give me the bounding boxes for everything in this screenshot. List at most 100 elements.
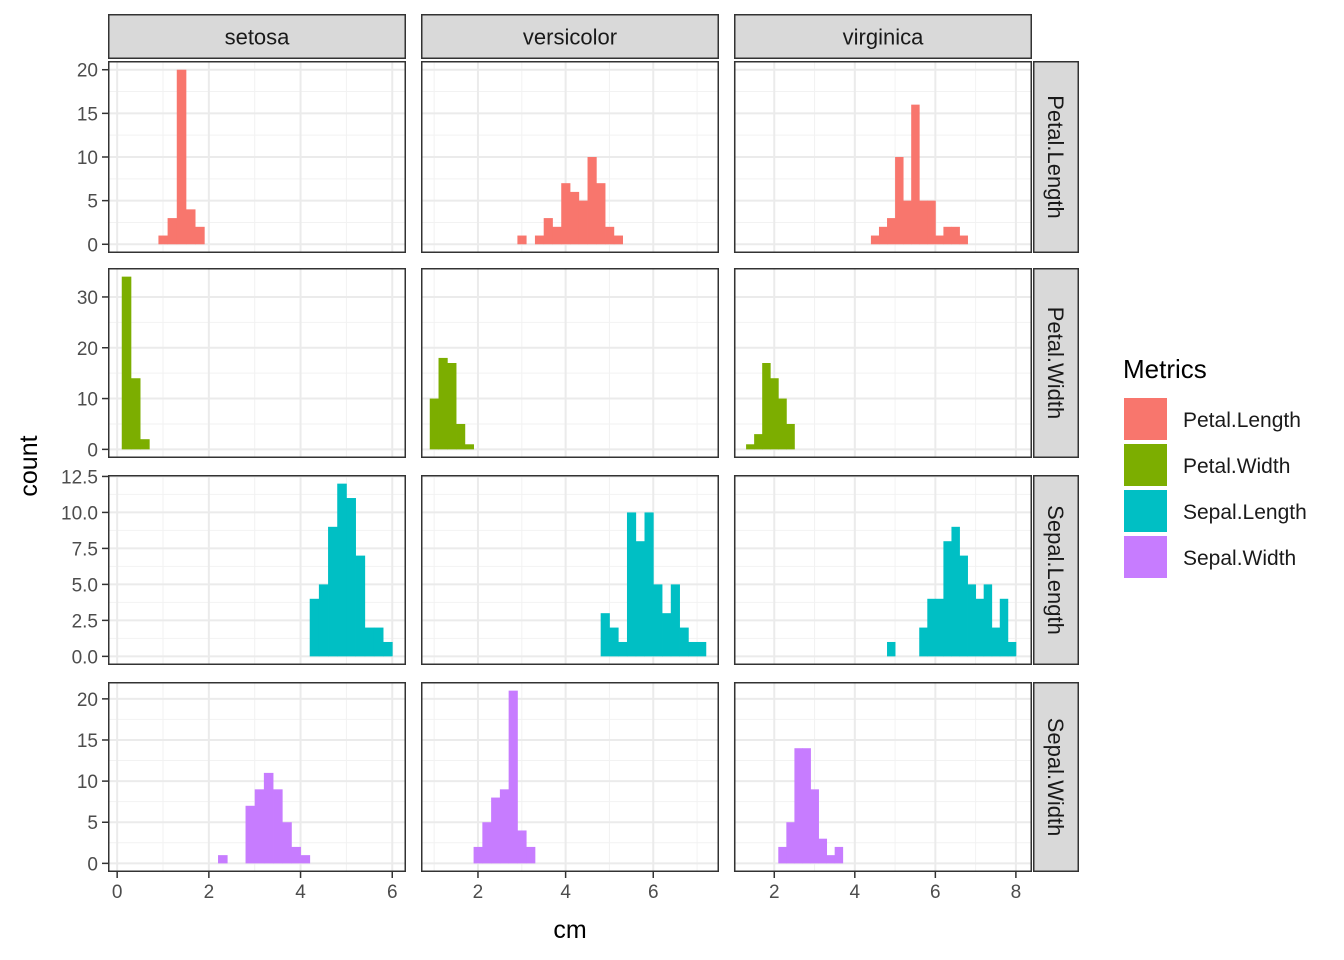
- histogram-bar: [158, 235, 168, 245]
- panel-border: [734, 475, 1032, 665]
- histogram-bar: [613, 235, 623, 245]
- legend-swatch: [1124, 536, 1167, 578]
- histogram-bar: [911, 104, 920, 245]
- histogram-bar: [328, 526, 338, 657]
- histogram-bar: [438, 357, 448, 450]
- panel-border: [421, 61, 719, 253]
- histogram-bar: [508, 690, 518, 864]
- histogram-bar: [983, 584, 993, 657]
- histogram-bar: [887, 641, 896, 657]
- y-tick-label: 0: [87, 235, 98, 256]
- histogram-bar: [662, 613, 672, 657]
- panel-petal-length-versicolor: [421, 61, 719, 253]
- y-tick-label: 5: [87, 192, 98, 213]
- histogram-bar: [626, 512, 637, 657]
- histogram-bar: [975, 598, 985, 657]
- histogram-bar: [1007, 641, 1017, 657]
- histogram-bar: [887, 218, 896, 245]
- legend-item-sepal-length: Sepal.Length: [1124, 490, 1307, 532]
- histogram-bar: [337, 483, 347, 657]
- histogram-bar: [670, 584, 680, 657]
- histogram-bar: [919, 627, 928, 657]
- legend-item-petal-width: Petal.Width: [1124, 444, 1290, 486]
- row-strip-label: Sepal.Length: [1043, 505, 1068, 635]
- histogram-bar: [263, 772, 274, 864]
- panel-sepal-length-setosa: [108, 475, 406, 665]
- legend-label: Sepal.Length: [1183, 501, 1307, 524]
- histogram-bar: [587, 157, 597, 245]
- y-tick-label: 0.0: [72, 647, 98, 668]
- x-tick-label: 6: [930, 882, 941, 903]
- histogram-bar: [605, 226, 615, 245]
- histogram-bar: [596, 183, 606, 245]
- histogram-bar: [318, 584, 329, 657]
- histogram-bar: [383, 641, 393, 657]
- histogram-bar: [373, 627, 384, 657]
- panel-sepal-width-versicolor: [421, 682, 719, 872]
- histogram-bar: [951, 526, 960, 657]
- y-tick-label: 0: [87, 440, 98, 461]
- histogram-bar: [355, 555, 366, 657]
- row-strip-petal-length: Petal.Length: [1033, 61, 1079, 253]
- histogram-bar: [834, 846, 844, 864]
- histogram-bar: [903, 200, 912, 245]
- row-strip-sepal-width: Sepal.Width: [1033, 682, 1079, 872]
- histogram-bar: [364, 627, 375, 657]
- histogram-bar: [543, 218, 553, 245]
- x-tick-label: 0: [112, 882, 123, 903]
- histogram-bar: [167, 218, 178, 245]
- x-tick-label: 4: [295, 882, 306, 903]
- histogram-bar: [218, 855, 228, 864]
- x-tick-label: 8: [1011, 882, 1022, 903]
- histogram-bar: [570, 191, 580, 245]
- histogram-bar: [653, 584, 663, 657]
- y-tick-label: 5: [87, 813, 98, 834]
- row-strip-label: Petal.Length: [1043, 95, 1068, 219]
- histogram-bar: [447, 363, 457, 450]
- histogram-bar: [999, 598, 1009, 657]
- x-tick-label: 4: [850, 882, 861, 903]
- histogram-bar: [826, 855, 836, 864]
- y-axis-title: count: [15, 435, 43, 496]
- panel-border: [108, 268, 406, 458]
- histogram-bar: [927, 598, 936, 657]
- histogram-bar: [943, 541, 952, 657]
- histogram-bar: [778, 398, 787, 450]
- panel-petal-width-versicolor: [421, 268, 719, 458]
- legend-item-petal-length: Petal.Length: [1124, 398, 1301, 440]
- histogram-bar: [762, 363, 771, 450]
- y-tick-label: 5.0: [72, 575, 98, 596]
- histogram-bar: [185, 209, 196, 245]
- strip-background: [1033, 268, 1079, 458]
- histogram-bar: [121, 276, 132, 450]
- panel-border: [421, 682, 719, 872]
- histogram-bar: [273, 789, 283, 864]
- y-tick-label: 20: [77, 61, 98, 82]
- histogram-bar: [688, 641, 698, 657]
- panel-sepal-length-versicolor: [421, 475, 719, 665]
- histogram-bar: [943, 226, 952, 245]
- column-strip-label: setosa: [225, 25, 291, 50]
- y-tick-label: 10: [77, 390, 98, 411]
- legend-swatch: [1124, 398, 1167, 440]
- column-strip-setosa: setosa: [108, 14, 406, 59]
- histogram-bar: [600, 613, 610, 657]
- histogram-bar: [609, 627, 619, 657]
- strip-background: [421, 14, 719, 59]
- legend-swatch: [1124, 490, 1167, 532]
- histogram-bar: [534, 235, 545, 245]
- panel-background: [734, 682, 1032, 872]
- panel-border: [108, 61, 406, 253]
- histogram-bar: [810, 789, 819, 864]
- panel-border: [734, 268, 1032, 458]
- histogram-bar: [635, 541, 645, 657]
- histogram-bar: [473, 846, 483, 864]
- row-strips: Petal.Length Petal.Width Sepal.Length Sepal…: [1033, 61, 1079, 872]
- y-tick-label: 15: [77, 104, 98, 125]
- legend-label: Petal.Length: [1183, 409, 1301, 432]
- x-tick-label: 2: [769, 882, 780, 903]
- histogram-bar: [195, 226, 205, 245]
- histogram-bar: [878, 226, 888, 245]
- y-tick-label: 2.5: [72, 611, 98, 632]
- histogram-bar: [794, 748, 803, 864]
